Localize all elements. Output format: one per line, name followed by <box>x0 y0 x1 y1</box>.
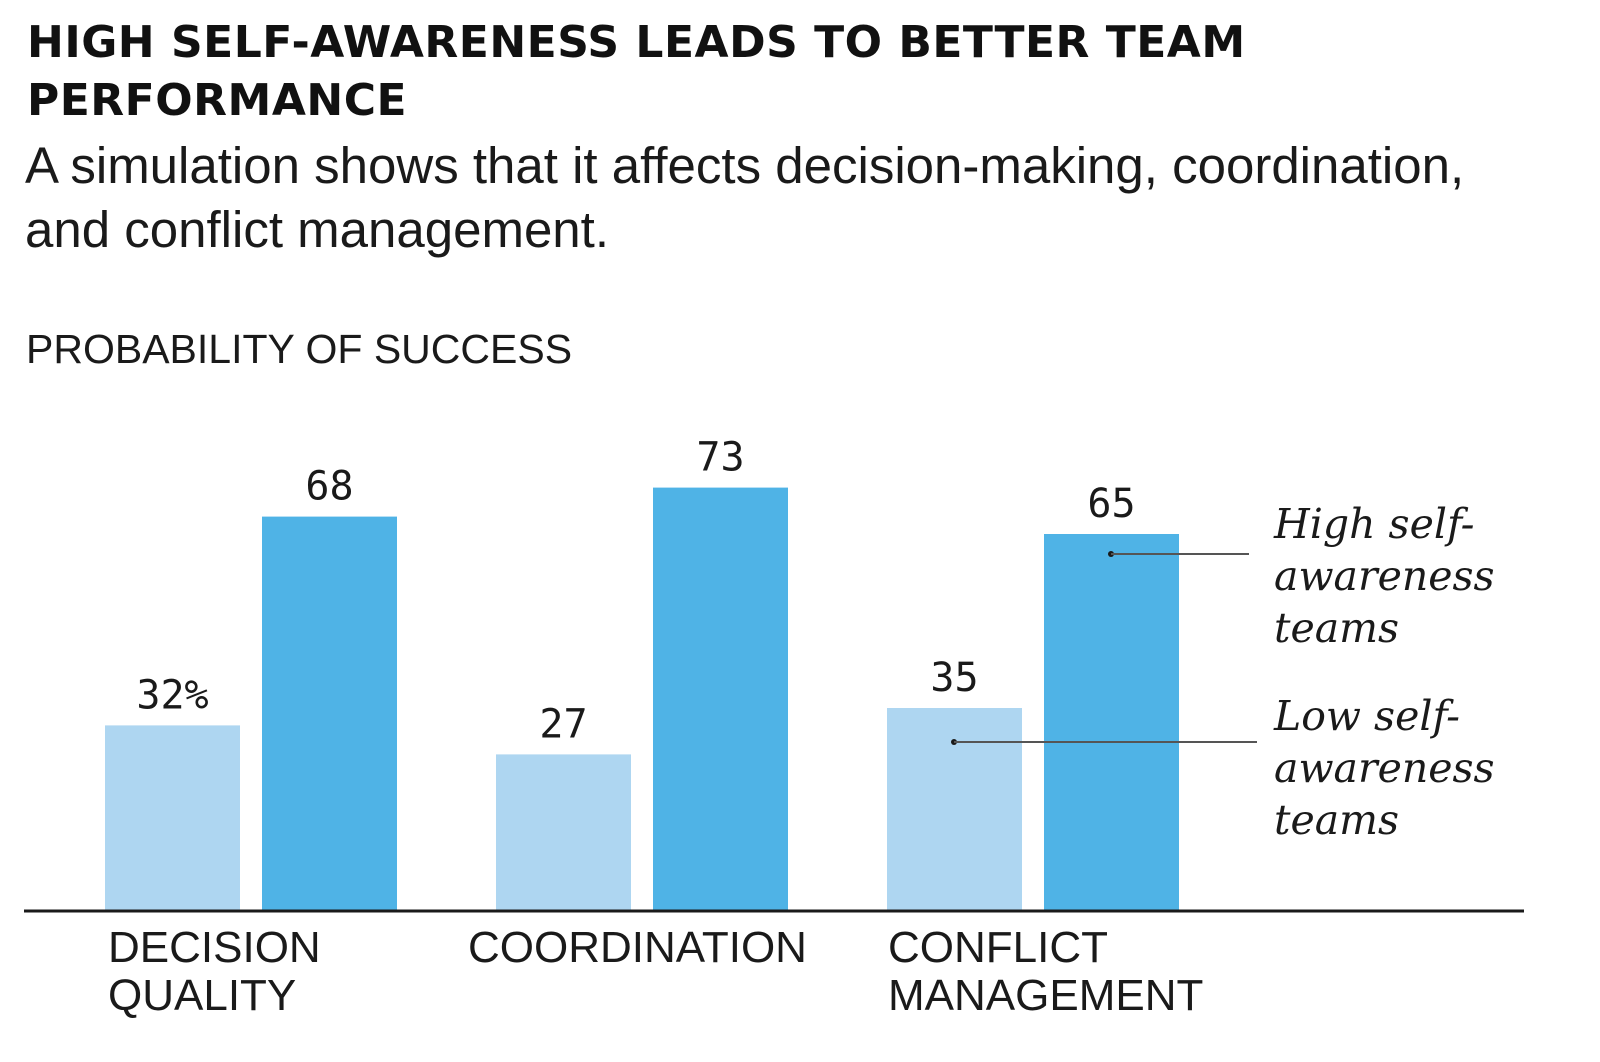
category-label: COORDINATION <box>468 923 807 972</box>
value-label: 73 <box>696 435 744 481</box>
category-label: QUALITY <box>108 971 296 1020</box>
bar-high-1 <box>653 487 788 911</box>
value-label: 65 <box>1087 481 1135 527</box>
legend-label-low: awareness <box>1274 744 1495 792</box>
y-axis-label: PROBABILITY OF SUCCESS <box>26 326 573 372</box>
chart-title: HIGH SELF-AWARENESS LEADS TO BETTER TEAM… <box>27 17 1246 126</box>
category-label: DECISION <box>108 923 321 972</box>
legend-label-low: teams <box>1274 796 1399 844</box>
chart-subtitle: A simulation shows that it affects decis… <box>25 137 1465 258</box>
legend-label-high: awareness <box>1274 552 1495 600</box>
bar-high-0 <box>262 516 397 911</box>
bar-high-2 <box>1044 534 1179 911</box>
value-label: 27 <box>539 701 587 747</box>
legend-label-low: Low self- <box>1273 692 1460 740</box>
category-label: MANAGEMENT <box>888 971 1203 1020</box>
value-label: 35 <box>930 655 978 701</box>
bar-low-1 <box>496 754 631 911</box>
legend-label-high: teams <box>1274 604 1399 652</box>
value-label: 68 <box>305 464 353 510</box>
bar-low-2 <box>887 708 1022 911</box>
category-label: CONFLICT <box>888 923 1108 972</box>
bar-low-0 <box>105 725 240 911</box>
value-label: 32% <box>136 672 208 718</box>
legend-label-high: High self- <box>1273 500 1475 548</box>
